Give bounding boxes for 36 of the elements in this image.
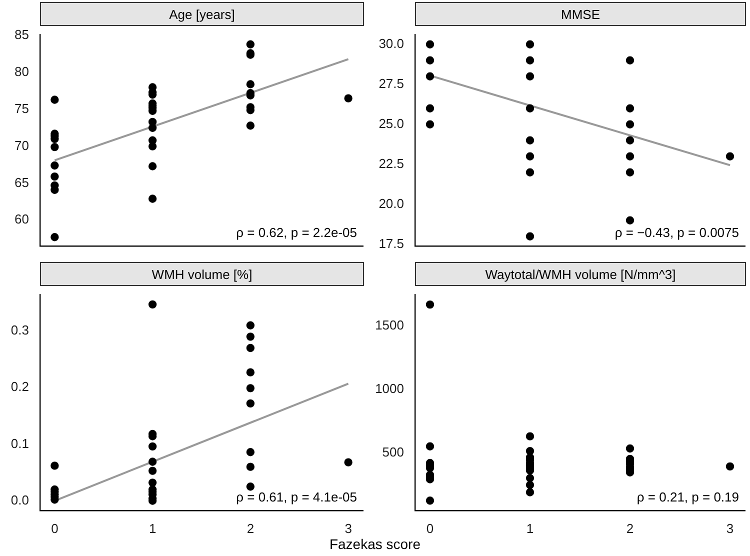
x-tick-label: 3 (726, 520, 734, 536)
y-tick-label: 22.5 (378, 156, 404, 171)
y-tick-label: 70 (14, 138, 29, 153)
x-tick-label: 0 (51, 520, 58, 536)
y-tick-label: 1500 (375, 318, 404, 333)
y-tick-label: 27.5 (378, 76, 404, 91)
y-tick-label: 65 (14, 174, 29, 190)
y-tick-label: 0.0 (10, 492, 29, 508)
chart-title: WMH volume [%] (40, 262, 364, 286)
x-axis-title: Fazekas score (328, 536, 422, 552)
x-tick-label: 2 (246, 520, 254, 536)
y-tick-label: 80 (14, 64, 29, 80)
x-tick-label: 2 (626, 520, 634, 536)
x-tick-label: 1 (526, 520, 534, 536)
annotation: ρ = −0.43, p = 0.0075 (614, 225, 739, 240)
y-tick-label: 1000 (375, 381, 404, 396)
chart-title: Age [years] (40, 2, 364, 26)
y-tick-label: 75 (14, 100, 29, 116)
annotation: ρ = 0.62, p = 2.2e-05 (236, 225, 357, 240)
chart-title: MMSE (415, 2, 746, 26)
x-tick-label: 0 (426, 520, 434, 536)
annotation: ρ = 0.21, p = 0.19 (636, 489, 739, 504)
y-tick-label: 25.0 (378, 116, 404, 131)
y-tick-label: 17.5 (378, 236, 404, 251)
y-tick-label: 85 (14, 27, 29, 42)
annotation: ρ = 0.61, p = 4.1e-05 (236, 489, 357, 504)
x-tick-label: 3 (344, 520, 352, 536)
chart-title: Waytotal/WMH volume [N/mm^3] (415, 262, 746, 286)
y-tick-label: 0.3 (10, 322, 29, 338)
y-tick-label: 0.2 (10, 379, 29, 394)
x-tick-label: 1 (148, 520, 156, 536)
y-tick-label: 20.0 (378, 196, 404, 211)
y-tick-label: 500 (382, 444, 404, 460)
y-tick-label: 0.1 (10, 436, 29, 451)
y-tick-label: 60 (14, 212, 29, 227)
y-tick-label: 30.0 (378, 36, 404, 51)
